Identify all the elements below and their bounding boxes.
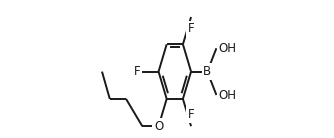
Text: OH: OH [218,88,236,102]
Text: F: F [134,65,140,78]
Text: B: B [203,65,211,78]
Text: F: F [188,108,194,121]
Text: F: F [188,22,194,35]
Text: O: O [154,120,163,133]
Text: OH: OH [218,42,236,55]
